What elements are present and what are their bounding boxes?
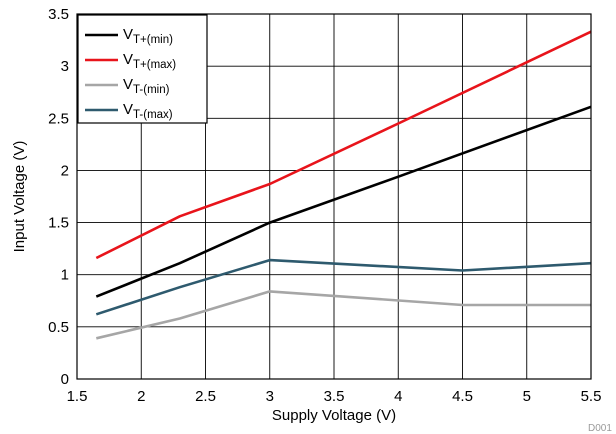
legend-label-3: VT-(min) [123, 76, 170, 96]
y-tick-label: 2 [61, 162, 69, 179]
y-tick-label: 3 [61, 58, 69, 75]
series-line-2 [95, 30, 592, 260]
legend-label-4: VT-(max) [123, 101, 173, 121]
y-axis-ticks: 0 0.5 1 1.5 2 2.5 3 3.5 [48, 6, 69, 388]
y-axis-title: Input Voltage (V) [11, 141, 28, 253]
y-tick-label: 1.5 [48, 215, 69, 232]
x-tick-label: 5 [523, 388, 531, 405]
y-tick-label: 2.5 [48, 110, 69, 127]
plot-frame [76, 13, 592, 380]
legend-label-2: VT+(max) [123, 51, 176, 71]
legend: VT+(min) VT+(max) VT-(min) VT-(max) [77, 14, 208, 124]
legend-label-1: VT+(min) [123, 26, 173, 46]
x-tick-label: 3 [266, 388, 274, 405]
y-tick-label: 1 [61, 267, 69, 284]
y-tick-label: 0 [61, 371, 69, 388]
x-tick-label: 4.5 [452, 388, 473, 405]
x-tick-label: 4 [394, 388, 402, 405]
legend-box [77, 14, 208, 124]
series-line-3 [96, 290, 591, 340]
x-axis-ticks: 1.5 2 2.5 3 3.5 4 4.5 5 5.5 [67, 388, 602, 405]
y-tick-label: 3.5 [48, 6, 69, 23]
series-lines [95, 30, 592, 340]
figure-id-label: D001 [588, 423, 612, 434]
series-line-4 [95, 258, 592, 316]
x-tick-label: 1.5 [67, 388, 88, 405]
series-line-1 [95, 105, 592, 298]
x-tick-label: 3.5 [324, 388, 345, 405]
x-tick-label: 2.5 [195, 388, 216, 405]
x-tick-label: 2 [137, 388, 145, 405]
y-tick-label: 0.5 [48, 319, 69, 336]
x-tick-label: 5.5 [581, 388, 602, 405]
x-axis-title: Supply Voltage (V) [272, 407, 396, 424]
